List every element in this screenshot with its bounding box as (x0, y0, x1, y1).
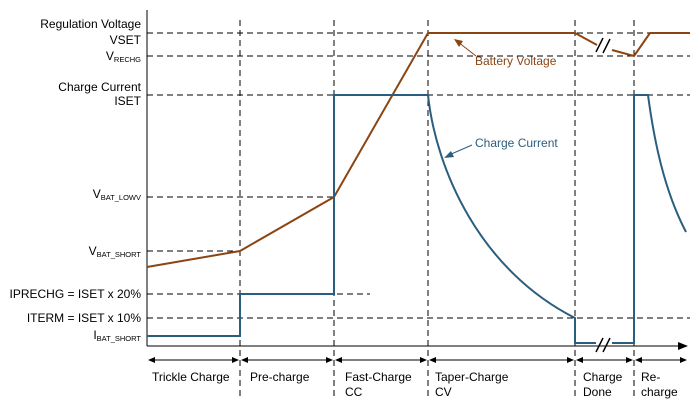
regulation-voltage-label: Regulation Voltage (40, 17, 141, 31)
x-axis-arrowhead (678, 342, 688, 350)
phase-fastcharge-sub: CC (345, 385, 363, 399)
phase-done-sub: Done (583, 385, 612, 399)
iprechg-label: IPRECHG = ISET x 20% (10, 287, 142, 301)
phase-recharge-label: Re- (641, 370, 660, 384)
battery-voltage-pointer (457, 41, 477, 57)
battery-voltage-curve-recharge (611, 32, 690, 58)
iterm-label: ITERM = ISET x 10% (27, 311, 141, 325)
break-mark-axis (595, 337, 611, 353)
iset-label: ISET (114, 94, 141, 108)
phase-taper-sub: CV (435, 385, 452, 399)
charge-current-pointer-head (444, 151, 454, 158)
axes (146, 10, 682, 347)
reference-lines (147, 32, 690, 319)
battery-voltage-label: Battery Voltage (475, 54, 557, 68)
phase-precharge-label: Pre-charge (250, 370, 310, 384)
charge-current-curve (147, 94, 596, 344)
ibat-short-label: IBAT_SHORT (93, 328, 141, 343)
vrechg-label: VRECHG (106, 49, 141, 64)
charge-current-pointer (448, 144, 473, 156)
charge-current-curve-recharge (612, 94, 687, 344)
phase-done-label: Charge (583, 370, 623, 384)
battery-voltage-curve (146, 32, 598, 268)
phase-taper-label: Taper-Charge (435, 370, 509, 384)
phase-trickle-label: Trickle Charge (152, 370, 230, 384)
vbat-lowv-label: VBAT_LOWV (93, 187, 141, 202)
phase-recharge-sub: charge (641, 385, 678, 399)
break-mark-voltage (595, 37, 611, 54)
phase-span-arrowheads (148, 357, 687, 363)
battery-voltage-pointer-head (454, 39, 463, 47)
vset-label: VSET (110, 33, 142, 47)
vbat-short-label: VBAT_SHORT (89, 244, 142, 259)
charge-current-label: Charge Current (475, 136, 558, 150)
phase-fastcharge-label: Fast-Charge (345, 370, 412, 384)
charge-current-axis-label: Charge Current (58, 80, 141, 94)
